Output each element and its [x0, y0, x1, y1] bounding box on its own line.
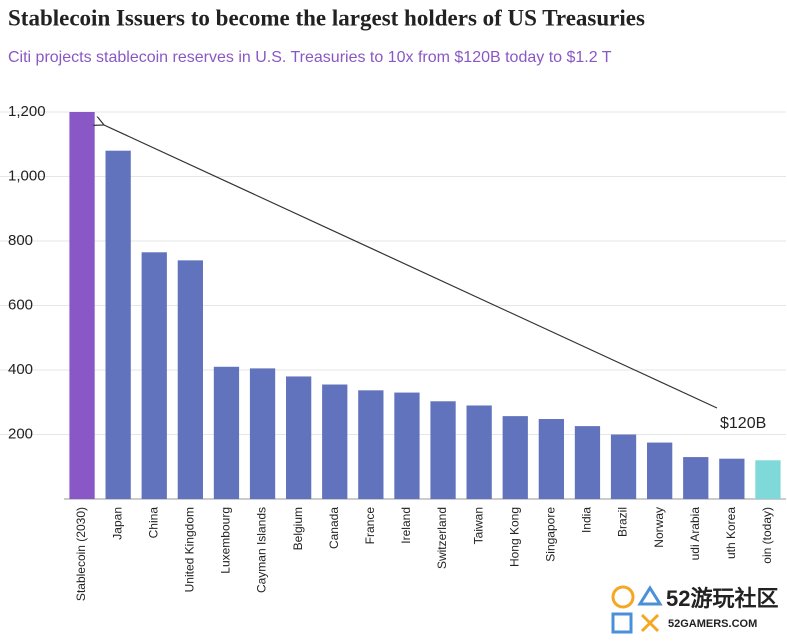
bar	[538, 419, 564, 499]
x-tick-label: Canada	[327, 507, 341, 549]
x-tick-label: Taiwan	[471, 507, 485, 544]
x-tick-label: France	[363, 507, 377, 545]
plot-area: 200 400 600 800 1,000 1,200 Stablecoin (2030) J…	[0, 103, 786, 601]
y-tick-label: 1,000	[8, 167, 46, 184]
x-tick-label: Switzerland	[435, 507, 449, 569]
x-tick-label: Luxembourg	[219, 507, 233, 574]
x-tick-label: Ireland	[399, 507, 413, 544]
bar	[358, 390, 384, 499]
x-tick-label: Cayman Islands	[255, 507, 269, 593]
watermark-icon	[637, 585, 663, 606]
bar	[213, 366, 240, 499]
bar	[394, 392, 420, 499]
y-tick-label: 800	[8, 232, 33, 249]
watermark-title: 52游玩社区	[666, 586, 778, 611]
bar	[105, 150, 131, 499]
bar	[647, 442, 673, 499]
watermark-icon	[640, 613, 660, 633]
bar	[755, 460, 781, 499]
bar	[683, 457, 709, 499]
bar	[574, 426, 601, 499]
bar	[141, 252, 167, 499]
y-tick-label: 600	[8, 296, 33, 313]
x-tick-label: Norway	[652, 507, 666, 548]
x-tick-label: Japan	[110, 507, 124, 540]
chart-subtitle: Citi projects stablecoin reserves in U.S…	[8, 49, 612, 66]
x-tick-label: uth Korea	[724, 507, 738, 559]
bar	[502, 416, 528, 499]
y-tick-label: 1,200	[8, 103, 46, 120]
chart-title: Stablecoin Issuers to become the largest…	[8, 5, 645, 30]
x-tick-label: Stablecoin (2030)	[74, 507, 88, 601]
watermark-url: 52GAMERS.COM	[668, 618, 757, 630]
watermark: 52游玩社区 52GAMERS.COM	[611, 585, 778, 634]
bar	[430, 401, 456, 499]
x-tick-label: Belgium	[291, 507, 305, 550]
x-tick-label: Hong Kong	[507, 507, 521, 567]
x-tick-label: Brazil	[616, 507, 630, 537]
x-tick-label: United Kingdom	[183, 507, 197, 592]
bar	[466, 405, 492, 499]
x-tick-label: China	[146, 507, 160, 539]
bar	[610, 434, 637, 499]
bar	[69, 112, 95, 499]
x-tick-label: oin (today)	[760, 507, 774, 564]
y-tick-label: 200	[8, 425, 33, 442]
annotation-arrow	[104, 125, 718, 409]
bar	[719, 458, 745, 499]
x-tick-label: India	[580, 507, 594, 533]
bar	[249, 368, 276, 499]
watermark-icon	[611, 585, 635, 609]
bar	[322, 384, 348, 499]
y-tick-label: 400	[8, 361, 33, 378]
bar	[286, 376, 312, 499]
watermark-icon	[611, 612, 633, 634]
bar	[177, 260, 203, 499]
x-tick-label: Singapore	[544, 507, 558, 562]
annotation: $120B	[720, 415, 766, 432]
x-tick-label: udi Arabia	[688, 507, 702, 561]
